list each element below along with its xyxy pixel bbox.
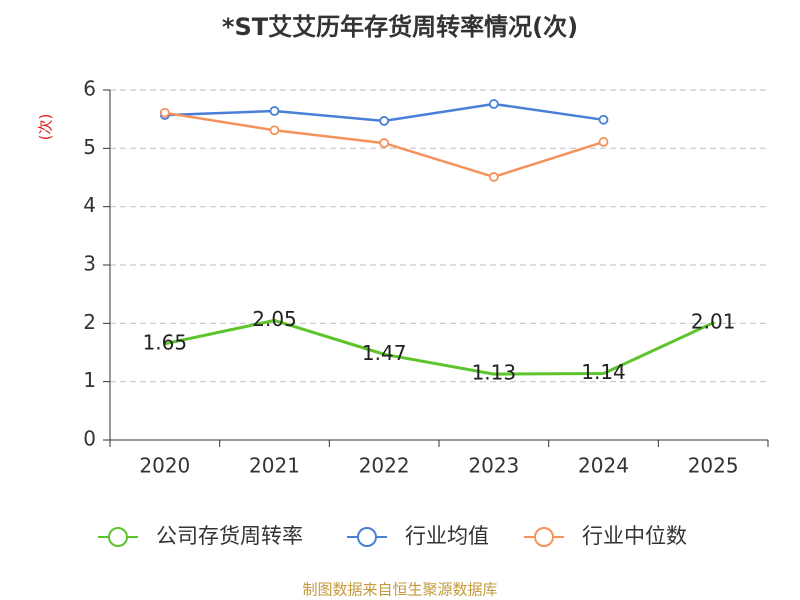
data-label-2025: 2.01 (691, 309, 736, 333)
data-label-2022: 1.47 (362, 341, 407, 365)
legend-label-industry-mean: 行业均值 (405, 524, 489, 548)
y-tick-label: 2 (83, 310, 96, 334)
y-tick-label: 0 (83, 427, 96, 451)
y-axis-label: (次) (37, 114, 55, 141)
y-tick-label: 1 (83, 368, 96, 392)
legend-item-company[interactable]: 公司存货周转率 (98, 524, 303, 548)
source-footer: 制图数据来自恒生聚源数据库 (302, 581, 497, 599)
data-point-1-2021 (269, 106, 280, 116)
axes: 0 1 2 3 4 5 6 2020 2021 2022 2023 2024 2025 (83, 77, 769, 478)
legend-label-industry-median: 行业中位数 (582, 524, 687, 548)
data-point-2-2022 (379, 138, 390, 148)
legend-marker-industry-median (534, 527, 554, 547)
data-labels: 1.65 2.05 1.47 1.13 1.14 2.01 (143, 307, 736, 385)
legend-marker-company (108, 527, 128, 547)
legend-label-company: 公司存货周转率 (156, 524, 303, 548)
legend-item-industry-mean[interactable]: 行业均值 (347, 524, 489, 548)
data-point-1-2023 (488, 99, 499, 109)
x-tick-label-2023: 2023 (468, 454, 519, 478)
data-point-1-2024 (598, 114, 609, 125)
x-tick-label-2020: 2020 (139, 454, 190, 478)
data-point-2-2021 (269, 125, 280, 136)
legend-item-industry-median[interactable]: 行业中位数 (524, 524, 687, 548)
series-line-0 (163, 318, 715, 376)
data-label-2024: 1.14 (581, 360, 626, 384)
data-label-2023: 1.13 (472, 361, 517, 385)
x-tick-label-2025: 2025 (688, 454, 739, 478)
chart-title: *ST艾艾历年存货周转率情况(次) (222, 13, 578, 41)
x-tick-label-2024: 2024 (578, 454, 629, 478)
data-label-2020: 1.65 (143, 330, 188, 354)
data-point-2-2023 (488, 172, 499, 182)
y-tick-label: 4 (83, 193, 96, 217)
legend-marker-industry-mean (357, 527, 377, 547)
legend: 公司存货周转率 行业均值 行业中位数 (98, 524, 687, 548)
data-point-2-2020 (159, 107, 170, 118)
data-label-2021: 2.05 (252, 307, 297, 331)
y-tick-label: 3 (83, 252, 96, 276)
x-tick-label-2021: 2021 (249, 454, 300, 478)
data-point-2-2024 (598, 137, 609, 147)
y-tick-label: 5 (83, 135, 96, 159)
x-tick-label-2022: 2022 (359, 454, 410, 478)
gridlines (110, 89, 768, 383)
data-point-1-2022 (379, 116, 390, 126)
y-tick-label: 6 (83, 77, 96, 101)
series-group (159, 99, 715, 376)
